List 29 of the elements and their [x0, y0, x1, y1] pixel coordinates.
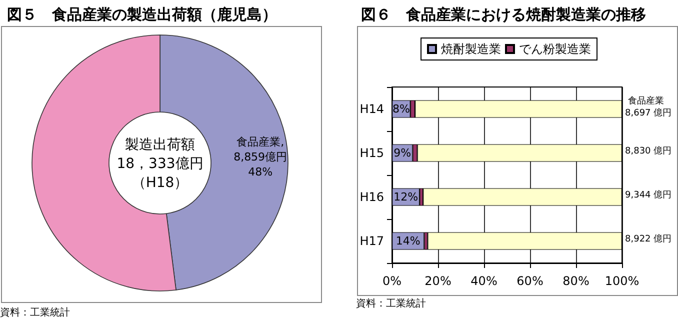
legend-label: でん粉製造業 — [519, 42, 591, 56]
x-tick-label: 0% — [382, 274, 402, 288]
data-label: 9% — [394, 146, 412, 160]
y-tick-label: H17 — [360, 234, 384, 248]
y-tick-label: H14 — [360, 102, 384, 116]
x-tick-label: 100% — [604, 274, 640, 288]
text: （H18） — [132, 175, 188, 191]
text: 8,922 億円 — [625, 234, 672, 244]
y-tick-label: H15 — [360, 146, 384, 160]
text: 9,344 億円 — [625, 190, 672, 200]
x-tick-label: 80% — [562, 274, 590, 288]
y-tick-label: H16 — [360, 190, 384, 204]
x-tick-label: 60% — [516, 274, 544, 288]
text: 食品産業 — [628, 96, 664, 106]
text: 製造出荷額 — [125, 137, 195, 153]
data-label: 8% — [392, 102, 410, 116]
chart-title: 図５ 食品産業の製造出荷額（鹿児島） — [7, 6, 277, 24]
data-label: 14% — [396, 234, 420, 248]
text: 資料：工業統計 — [356, 298, 426, 310]
legend-label: 焼酎製造業 — [441, 42, 501, 56]
text: 8,697 億円 — [625, 108, 672, 118]
data-label: 食品産業, 8,859億円 48% — [234, 136, 288, 179]
chart-title: 図６ 食品産業における焼酎製造業の推移 — [361, 6, 646, 24]
x-tick-label: 20% — [424, 274, 452, 288]
x-tick-label: 40% — [470, 274, 498, 288]
text: 8,830 億円 — [625, 146, 672, 156]
text: 資料：工業統計 — [0, 306, 70, 318]
text: 18，333億円 — [116, 156, 204, 172]
data-label: 12% — [394, 190, 418, 204]
